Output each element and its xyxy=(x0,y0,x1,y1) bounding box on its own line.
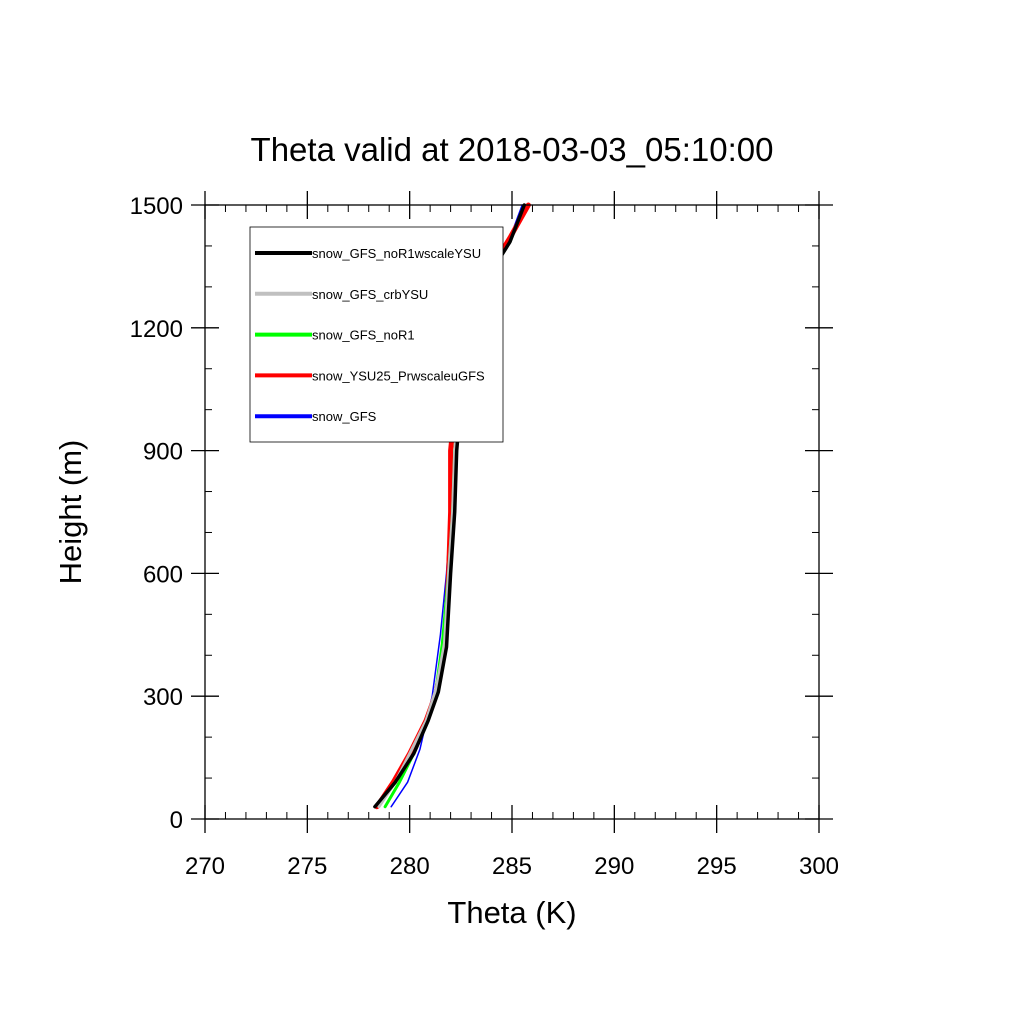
y-tick-label: 1500 xyxy=(130,193,183,220)
y-tick-label: 0 xyxy=(170,807,183,834)
x-axis-label: Theta (K) xyxy=(447,895,576,930)
x-tick-label: 285 xyxy=(492,853,532,880)
x-tick-label: 300 xyxy=(799,853,839,880)
plot-frame xyxy=(204,204,820,820)
y-tick-label: 300 xyxy=(143,684,183,711)
x-tick-label: 290 xyxy=(594,853,634,880)
legend: snow_GFS_noR1wscaleYSU snow_GFS_crbYSUsno… xyxy=(249,226,504,443)
y-tick-label: 900 xyxy=(143,439,183,466)
y-tick-label: 1200 xyxy=(130,316,183,343)
x-tick-label: 275 xyxy=(287,853,327,880)
x-tick-label: 280 xyxy=(390,853,430,880)
legend-label: snow_GFS xyxy=(312,409,377,424)
legend-label: snow_GFS_crbYSU xyxy=(312,287,428,302)
y-axis-label: Height (m) xyxy=(53,440,88,585)
x-tick-label: 270 xyxy=(185,853,225,880)
y-tick-label: 600 xyxy=(143,561,183,588)
chart-title: Theta valid at 2018-03-03_05:10:00 xyxy=(251,131,774,168)
legend-label: snow_GFS_noR1 xyxy=(312,328,415,343)
x-tick-label: 295 xyxy=(697,853,737,880)
legend-label: snow_YSU25_PrwscaleuGFS xyxy=(312,368,485,383)
legend-label: snow_GFS_noR1wscaleYSU xyxy=(312,246,481,261)
